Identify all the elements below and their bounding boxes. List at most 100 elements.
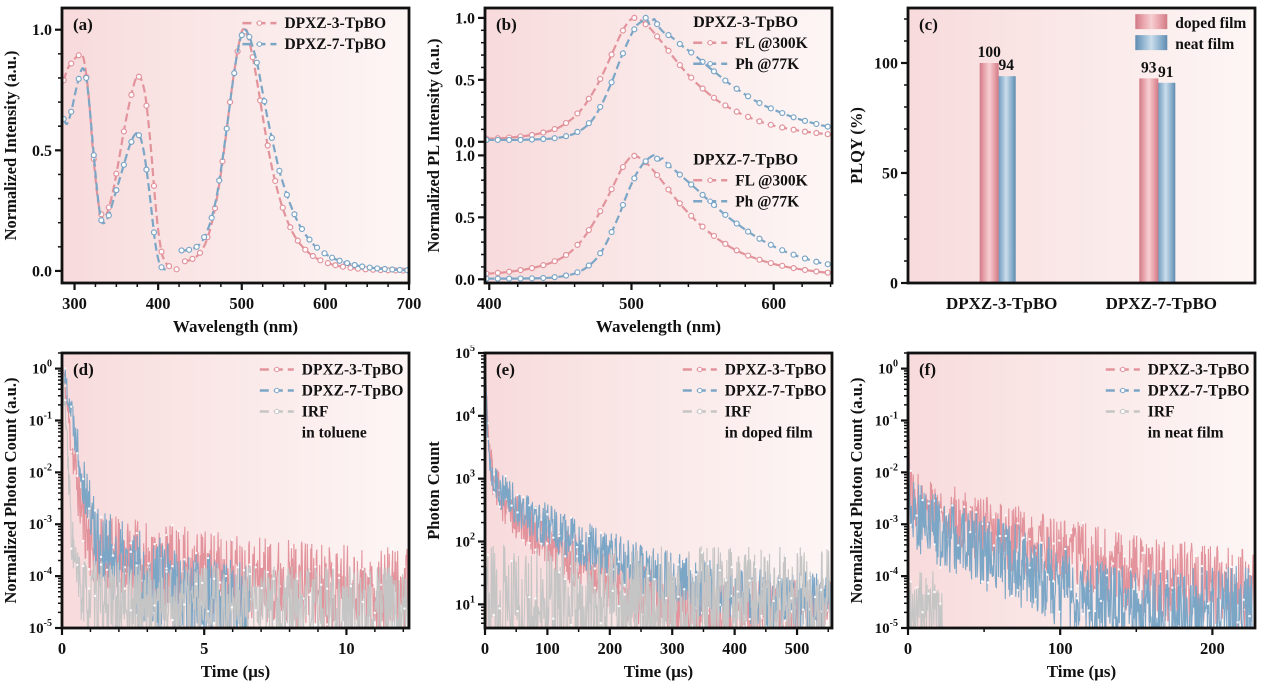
svg-text:0: 0	[58, 639, 66, 658]
svg-text:0: 0	[904, 639, 912, 658]
svg-text:10-3: 10-3	[29, 514, 52, 533]
svg-text:DPXZ-7-TpBO: DPXZ-7-TpBO	[1106, 294, 1217, 313]
svg-text:100: 100	[878, 359, 898, 378]
svg-text:(f): (f)	[919, 360, 936, 379]
svg-text:DPXZ-7-TpBO: DPXZ-7-TpBO	[284, 36, 386, 53]
svg-text:0.0: 0.0	[32, 263, 52, 280]
svg-text:1.0: 1.0	[455, 148, 475, 165]
svg-text:IRF: IRF	[1148, 404, 1175, 421]
svg-text:300: 300	[62, 294, 87, 313]
svg-text:(d): (d)	[73, 360, 94, 379]
svg-text:102: 102	[455, 531, 475, 550]
svg-text:0.5: 0.5	[455, 210, 475, 227]
svg-text:10-1: 10-1	[875, 410, 898, 429]
svg-text:0: 0	[481, 639, 489, 658]
svg-text:103: 103	[455, 469, 475, 488]
svg-text:91: 91	[1158, 64, 1174, 81]
svg-text:200: 200	[1200, 639, 1225, 658]
svg-text:IRF: IRF	[725, 404, 752, 421]
svg-text:104: 104	[455, 406, 475, 425]
svg-text:700: 700	[397, 294, 422, 313]
svg-text:FL @300K: FL @300K	[735, 172, 808, 189]
svg-text:100: 100	[978, 44, 1002, 61]
panel-c-chart: 94 91 100 93 0 50 100 doped film neat film DPXZ-3…	[847, 6, 1257, 313]
svg-text:Normalized PL Intensity (a.u.): Normalized PL Intensity (a.u.)	[424, 38, 443, 252]
svg-text:10-2: 10-2	[29, 462, 52, 481]
svg-text:Time (µs): Time (µs)	[201, 662, 270, 681]
panel-b: 0.0 0.5 1.0 DPXZ-3-TpBO FL @300K Ph @77K 0.0 0.…	[423, 0, 846, 345]
svg-text:1.0: 1.0	[32, 22, 52, 39]
panel-d: 10-5 10-4 10-3 10-2 10-1 100 DPXZ-3-TpBO DPXZ-7…	[0, 345, 423, 690]
svg-text:500: 500	[785, 639, 810, 658]
svg-text:500: 500	[619, 294, 644, 313]
svg-text:50: 50	[882, 166, 898, 183]
svg-text:100: 100	[1048, 639, 1073, 658]
svg-text:10-3: 10-3	[875, 514, 898, 533]
svg-text:Ph @77K: Ph @77K	[735, 193, 799, 210]
svg-text:10: 10	[338, 639, 355, 658]
svg-text:Ph @77K: Ph @77K	[735, 56, 799, 73]
panel-f-chart: 10-5 10-4 10-3 10-2 10-1 100 DPXZ-3-TpBO DPXZ-7…	[847, 351, 1257, 681]
svg-text:101: 101	[455, 594, 475, 613]
panel-c: 94 91 100 93 0 50 100 doped film neat film DPXZ-3…	[846, 0, 1269, 345]
svg-text:Time (µs): Time (µs)	[624, 662, 693, 681]
svg-text:(c): (c)	[919, 15, 938, 34]
svg-text:300: 300	[660, 639, 685, 658]
svg-text:100: 100	[535, 639, 560, 658]
svg-text:600: 600	[761, 294, 786, 313]
svg-text:in toluene: in toluene	[302, 425, 367, 442]
svg-text:(a): (a)	[73, 15, 93, 34]
svg-text:0.5: 0.5	[455, 72, 475, 89]
svg-text:Wavelength (nm): Wavelength (nm)	[596, 317, 721, 336]
svg-text:DPXZ-3-TpBO: DPXZ-3-TpBO	[284, 15, 386, 32]
svg-text:Time (µs): Time (µs)	[1047, 662, 1116, 681]
svg-text:DPXZ-7-TpBO: DPXZ-7-TpBO	[1148, 383, 1250, 400]
svg-text:10-5: 10-5	[875, 618, 898, 637]
svg-text:400: 400	[477, 294, 502, 313]
svg-text:10-5: 10-5	[29, 618, 52, 637]
svg-text:10-4: 10-4	[29, 566, 52, 585]
svg-text:(e): (e)	[496, 360, 515, 379]
svg-text:DPXZ-3-TpBO: DPXZ-3-TpBO	[1148, 362, 1250, 379]
panel-a-chart: 0.0 0.5 1.0 DPXZ-3-TpBO DPXZ-7-TpBO 300 400 500…	[1, 6, 422, 336]
svg-text:in neat film: in neat film	[1148, 425, 1224, 442]
svg-text:105: 105	[455, 345, 475, 362]
svg-text:5: 5	[200, 639, 208, 658]
svg-text:400: 400	[146, 294, 171, 313]
svg-text:600: 600	[313, 294, 338, 313]
svg-text:DPXZ-3-TpBO: DPXZ-3-TpBO	[693, 14, 798, 31]
svg-text:DPXZ-3-TpBO: DPXZ-3-TpBO	[302, 362, 404, 379]
svg-text:Normalized Photon Count (a.u.): Normalized Photon Count (a.u.)	[1, 378, 20, 604]
svg-text:94: 94	[998, 57, 1014, 74]
svg-text:Wavelength (nm): Wavelength (nm)	[173, 317, 298, 336]
svg-text:10-2: 10-2	[875, 462, 898, 481]
svg-text:200: 200	[597, 639, 622, 658]
svg-text:in doped film: in doped film	[725, 425, 813, 442]
svg-text:400: 400	[722, 639, 747, 658]
svg-text:doped film: doped film	[1175, 15, 1246, 32]
svg-text:0.0: 0.0	[455, 272, 475, 289]
svg-text:10-1: 10-1	[29, 410, 52, 429]
svg-text:DPXZ-3-TpBO: DPXZ-3-TpBO	[946, 294, 1057, 313]
svg-text:DPXZ-7-TpBO: DPXZ-7-TpBO	[725, 383, 827, 400]
svg-text:0.0: 0.0	[455, 134, 475, 151]
svg-text:(b): (b)	[496, 15, 517, 34]
panel-b-chart: 0.0 0.5 1.0 DPXZ-3-TpBO FL @300K Ph @77K 0.0 0.…	[424, 6, 834, 336]
panel-e: 101 102 103 104 105 DPXZ-3-TpBO DPXZ-7-TpBO IRF…	[423, 345, 846, 690]
svg-text:500: 500	[229, 294, 254, 313]
svg-text:FL @300K: FL @300K	[735, 35, 808, 52]
svg-text:Normalized Photon Count (a.u.): Normalized Photon Count (a.u.)	[847, 378, 866, 604]
svg-text:Normalized Intensity (a.u.): Normalized Intensity (a.u.)	[1, 51, 20, 241]
svg-text:PLQY (%): PLQY (%)	[847, 107, 866, 184]
panel-e-chart: 101 102 103 104 105 DPXZ-3-TpBO DPXZ-7-TpBO IRF…	[424, 345, 834, 681]
svg-text:100: 100	[874, 56, 898, 73]
panel-a: 0.0 0.5 1.0 DPXZ-3-TpBO DPXZ-7-TpBO 300 400 500…	[0, 0, 423, 345]
svg-text:10-4: 10-4	[875, 566, 898, 585]
svg-text:100: 100	[32, 359, 52, 378]
svg-text:0.5: 0.5	[32, 143, 52, 160]
svg-text:IRF: IRF	[302, 404, 329, 421]
svg-text:93: 93	[1141, 59, 1157, 76]
svg-text:DPXZ-7-TpBO: DPXZ-7-TpBO	[302, 383, 404, 400]
